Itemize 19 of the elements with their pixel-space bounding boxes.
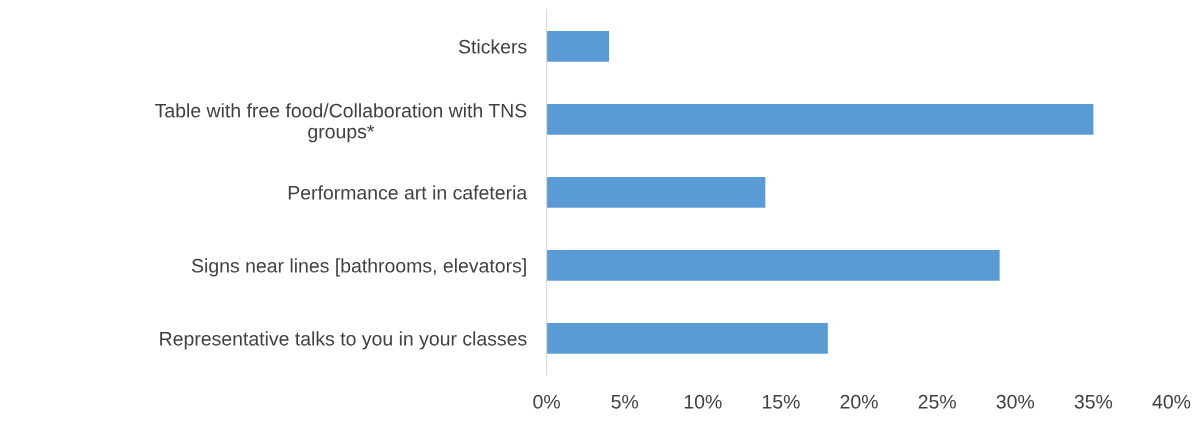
x-tick-label: 25% [918,394,956,409]
bar [546,250,1000,281]
bar [546,177,766,208]
x-tick-label: 40% [1152,394,1191,409]
x-tick-label: 20% [840,394,878,409]
x-tick-label: 10% [684,394,722,409]
bar [546,104,1094,135]
y-tick-label: Representative talks to you in your classes [160,331,527,350]
bar [546,323,828,354]
y-tick-label: Signs near lines [bathrooms, elevators] [191,258,526,277]
x-tick-label: 35% [1074,394,1113,409]
x-tick-label: 30% [996,394,1035,409]
y-tick-label: Performance art in cafeteria [288,185,528,200]
bar [546,31,610,62]
x-tick-label: 0% [533,394,560,409]
x-tick-label: 5% [611,394,639,409]
x-tick-label: 15% [762,394,800,409]
y-tick-label: Stickers [458,39,527,54]
y-tick-label: Table with free food/Collaboration with TNS groups* [155,103,527,143]
